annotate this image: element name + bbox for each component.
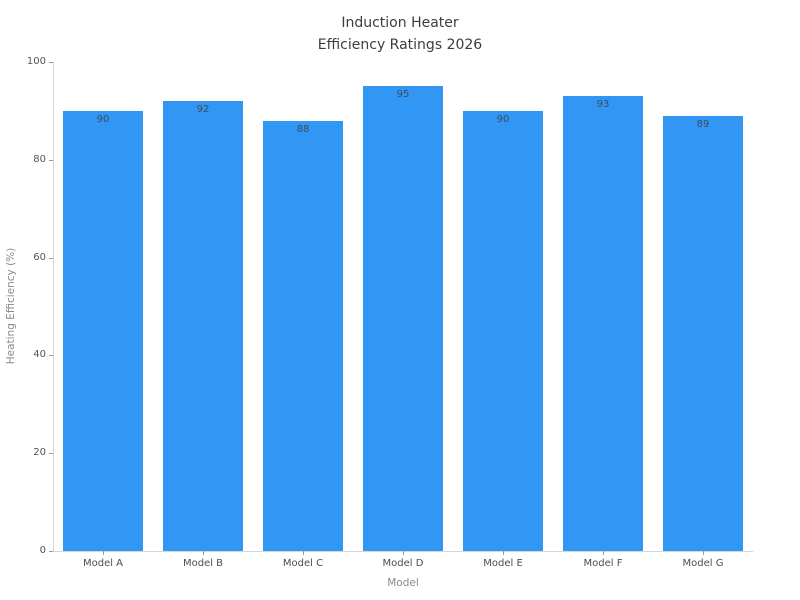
y-tick-label-100: 100 xyxy=(26,56,46,67)
y-tick-0 xyxy=(49,551,53,552)
plot-area: 90 Model A 92 Model B 88 Model C 95 Model D 90 Mo… xyxy=(27,56,753,569)
x-tick-label-model-e: Model E xyxy=(483,558,523,569)
x-tick-label-model-g: Model G xyxy=(682,558,724,569)
x-tick-model-b xyxy=(203,551,204,555)
y-tick-40 xyxy=(49,355,53,357)
bar-value-label-model-b: 92 xyxy=(196,104,210,116)
x-tick-model-d xyxy=(403,551,404,555)
y-tick-label-60: 60 xyxy=(33,251,46,263)
x-tick-label-model-a: Model A xyxy=(82,558,124,569)
x-tick-model-c xyxy=(303,551,304,555)
y-tick-label-80: 80 xyxy=(33,153,46,165)
y-tick-60 xyxy=(49,257,53,259)
bar-model-g xyxy=(663,115,743,551)
x-tick-label-model-c: Model C xyxy=(282,558,324,569)
bar-value-label-model-c: 88 xyxy=(296,123,310,135)
bar-model-e xyxy=(463,110,543,551)
bar-model-b xyxy=(163,101,243,551)
bar-value-label-model-a: 90 xyxy=(96,113,110,125)
bar-value-label-model-g: 89 xyxy=(696,118,710,130)
bar-value-label-model-f: 93 xyxy=(596,99,610,111)
bar-model-d xyxy=(363,86,443,551)
chart-title: Induction Heater Efficiency Ratings 2026 xyxy=(0,13,800,56)
x-tick-model-a xyxy=(103,551,104,555)
y-tick-label-0: 0 xyxy=(39,545,46,556)
x-tick-label-model-f: Model F xyxy=(583,558,623,569)
y-tick-label-20: 20 xyxy=(33,447,46,459)
x-tick-model-g xyxy=(703,551,704,555)
bar-model-f xyxy=(563,96,643,551)
x-tick-model-e xyxy=(503,551,504,555)
x-tick-label-model-b: Model B xyxy=(182,558,224,569)
y-tick-100 xyxy=(49,62,53,63)
y-axis-spine xyxy=(53,62,54,551)
bar-model-c xyxy=(263,120,343,551)
y-tick-20 xyxy=(49,453,53,455)
x-tick-label-model-d: Model D xyxy=(382,558,424,569)
bar-value-label-model-d: 95 xyxy=(396,89,410,101)
chart-title-line-1: Induction Heater xyxy=(341,15,459,31)
bar-model-a xyxy=(63,110,143,551)
chart-title-line-2: Efficiency Ratings 2026 xyxy=(317,36,483,53)
bar-value-label-model-e: 90 xyxy=(496,113,510,125)
y-tick-80 xyxy=(49,159,53,161)
x-axis-title: Model xyxy=(387,577,419,589)
y-tick-label-40: 40 xyxy=(33,349,46,361)
y-axis-title: Heating Efficiency (%) xyxy=(5,247,17,365)
x-tick-model-f xyxy=(603,551,604,555)
